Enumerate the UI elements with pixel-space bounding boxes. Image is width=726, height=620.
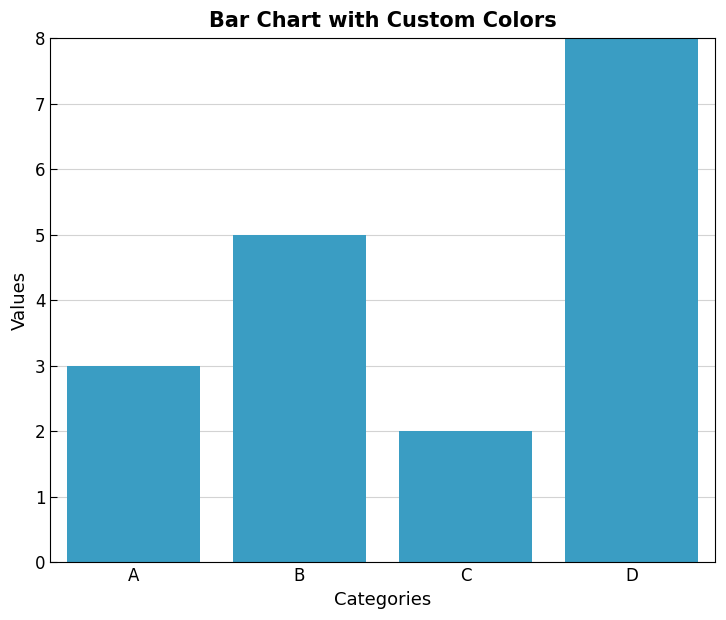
Bar (566, 38, 698, 562)
Title: Bar Chart with Custom Colors: Bar Chart with Custom Colors (208, 11, 556, 31)
Bar (399, 432, 532, 562)
Y-axis label: Values: Values (11, 271, 29, 330)
Bar (233, 235, 366, 562)
X-axis label: Categories: Categories (334, 591, 431, 609)
Bar (67, 366, 200, 562)
